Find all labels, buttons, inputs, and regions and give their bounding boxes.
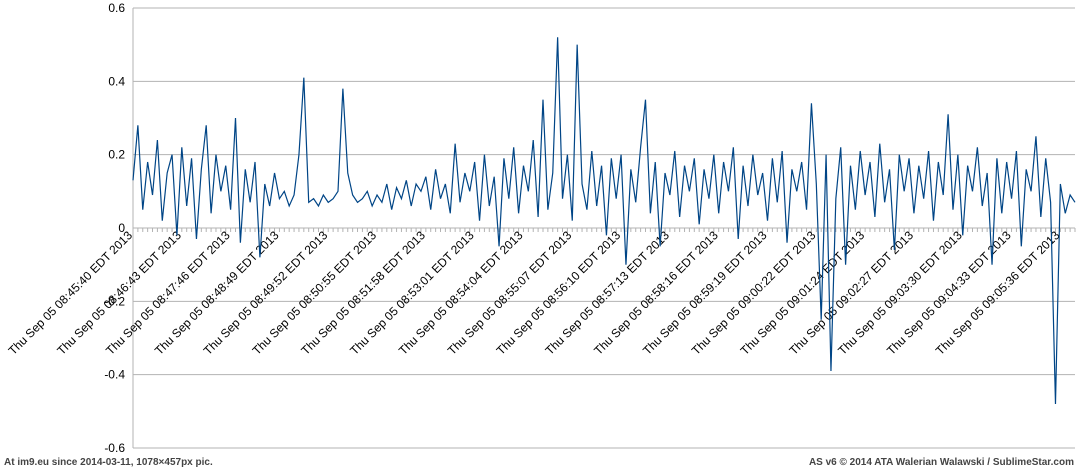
y-tick-label: 0.6 <box>108 1 125 15</box>
y-tick-label: -0.6 <box>104 441 125 455</box>
y-tick-label: -0.4 <box>104 368 125 382</box>
y-tick-label: -0.2 <box>104 294 125 308</box>
y-tick-label: 0.2 <box>108 148 125 162</box>
y-tick-label: 0.4 <box>108 74 125 88</box>
footer-right: AS v6 © 2014 ATA Walerian Walawski / Sub… <box>809 457 1074 468</box>
data-line <box>132 37 1076 405</box>
footer-left: At im9.eu since 2014-03-11, 1078×457px p… <box>4 457 213 468</box>
y-tick-label: 0 <box>118 221 125 235</box>
